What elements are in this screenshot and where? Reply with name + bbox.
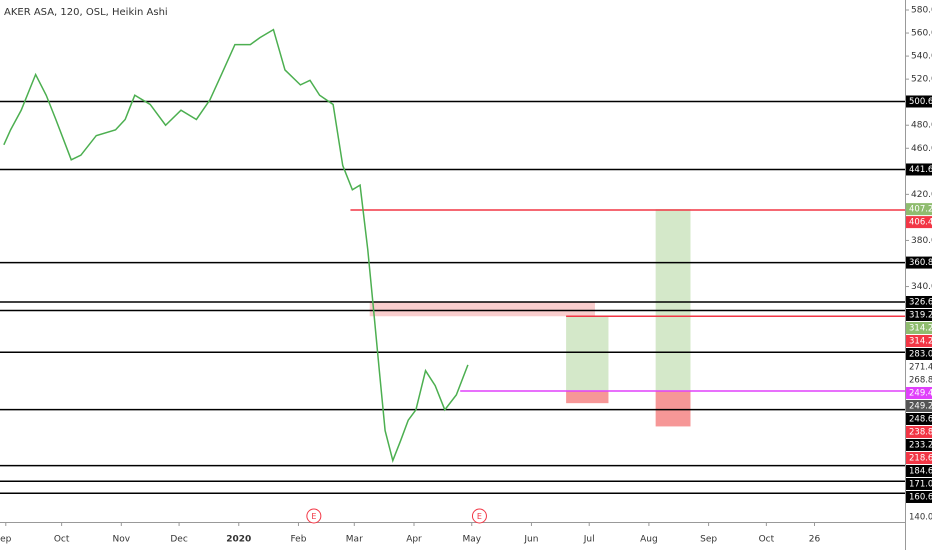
y-tick-label: 480.0 <box>911 121 932 131</box>
y-tick-label: 560.0 <box>911 29 932 39</box>
price-label-box <box>906 464 932 477</box>
price-label-box <box>906 438 932 451</box>
y-tick-label: 340.0 <box>911 282 932 292</box>
price-label: 283.0 <box>909 349 932 359</box>
price-label: 268.8 <box>909 375 932 385</box>
position-zone <box>655 390 691 427</box>
y-tick-label: 460.0 <box>911 144 932 154</box>
position-zone <box>566 316 609 391</box>
y-tick-label: 540.0 <box>911 52 932 62</box>
price-label-box <box>906 451 932 464</box>
price-label: 441.6 <box>909 165 932 175</box>
x-tick-label: Apr <box>406 535 422 545</box>
price-label-box <box>906 347 932 360</box>
price-label-box <box>906 203 932 216</box>
event-label: E <box>477 512 482 521</box>
price-label: 314.2 <box>909 336 932 346</box>
x-tick-label: Jun <box>523 535 538 545</box>
price-label: 314.2 <box>909 323 932 333</box>
position-zone <box>566 390 609 404</box>
price-label: 407.2 <box>909 205 932 215</box>
position-zone <box>655 209 691 391</box>
event-label: E <box>311 512 316 521</box>
x-tick-label: 26 <box>809 535 821 545</box>
price-label: 233.2 <box>909 440 932 450</box>
y-tick-label: 420.0 <box>911 190 932 200</box>
x-tick-label: Sep <box>700 535 717 545</box>
price-label-box <box>906 308 932 321</box>
event-marker <box>306 508 322 524</box>
y-tick-label: 520.0 <box>911 75 932 85</box>
price-label-box <box>906 334 932 347</box>
price-line <box>3 28 469 463</box>
price-label-box <box>906 321 932 334</box>
price-label: 406.4 <box>909 218 932 228</box>
price-label-box <box>906 490 932 503</box>
price-label: 184.6 <box>909 466 932 476</box>
price-label: 249.4 <box>909 388 932 398</box>
price-label-box <box>906 256 932 269</box>
x-tick-label: Dec <box>170 535 187 545</box>
price-label-box <box>906 360 932 373</box>
price-label: 171.0 <box>909 479 932 489</box>
price-label: 160.6 <box>909 492 932 502</box>
price-label: 319.2 <box>909 310 932 320</box>
y-tick-label: 380.0 <box>911 236 932 246</box>
y-tick-label: 580.0 <box>911 6 932 16</box>
price-label: 249.2 <box>909 401 932 411</box>
price-label-box <box>906 373 932 386</box>
x-tick-label: Nov <box>113 535 131 545</box>
x-tick-label: May <box>462 535 481 545</box>
price-label: 218.6 <box>909 453 932 463</box>
price-label-box <box>906 412 932 425</box>
x-tick-label: Feb <box>290 535 306 545</box>
price-label: 500.6 <box>909 97 932 107</box>
position-zone <box>369 301 595 317</box>
price-label-box <box>906 163 932 176</box>
price-label-box <box>906 511 932 523</box>
event-marker <box>471 508 487 524</box>
x-tick-label: Oct <box>54 535 70 545</box>
price-label-box <box>906 216 932 229</box>
x-tick-label: 2020 <box>226 535 251 545</box>
price-label-box <box>906 477 932 490</box>
x-tick-label: Aug <box>640 535 658 545</box>
price-label: 238.8 <box>909 427 932 437</box>
price-label-box <box>906 399 932 412</box>
price-label: 360.8 <box>909 258 932 268</box>
price-label-box <box>906 295 932 308</box>
price-label: 326.6 <box>909 297 932 307</box>
price-label: 271.4 <box>909 362 932 372</box>
price-label-box <box>906 425 932 438</box>
x-tick-label: Jul <box>583 535 595 545</box>
price-label-box <box>906 386 932 399</box>
x-tick-label: ep <box>0 535 12 545</box>
price-label-box <box>906 95 932 108</box>
price-label: 140.0 <box>909 513 932 523</box>
price-label: 248.6 <box>909 414 932 424</box>
chart-title: AKER ASA, 120, OSL, Heikin Ashi <box>4 7 168 18</box>
x-tick-label: Mar <box>346 535 363 545</box>
x-tick-label: Oct <box>759 535 775 545</box>
